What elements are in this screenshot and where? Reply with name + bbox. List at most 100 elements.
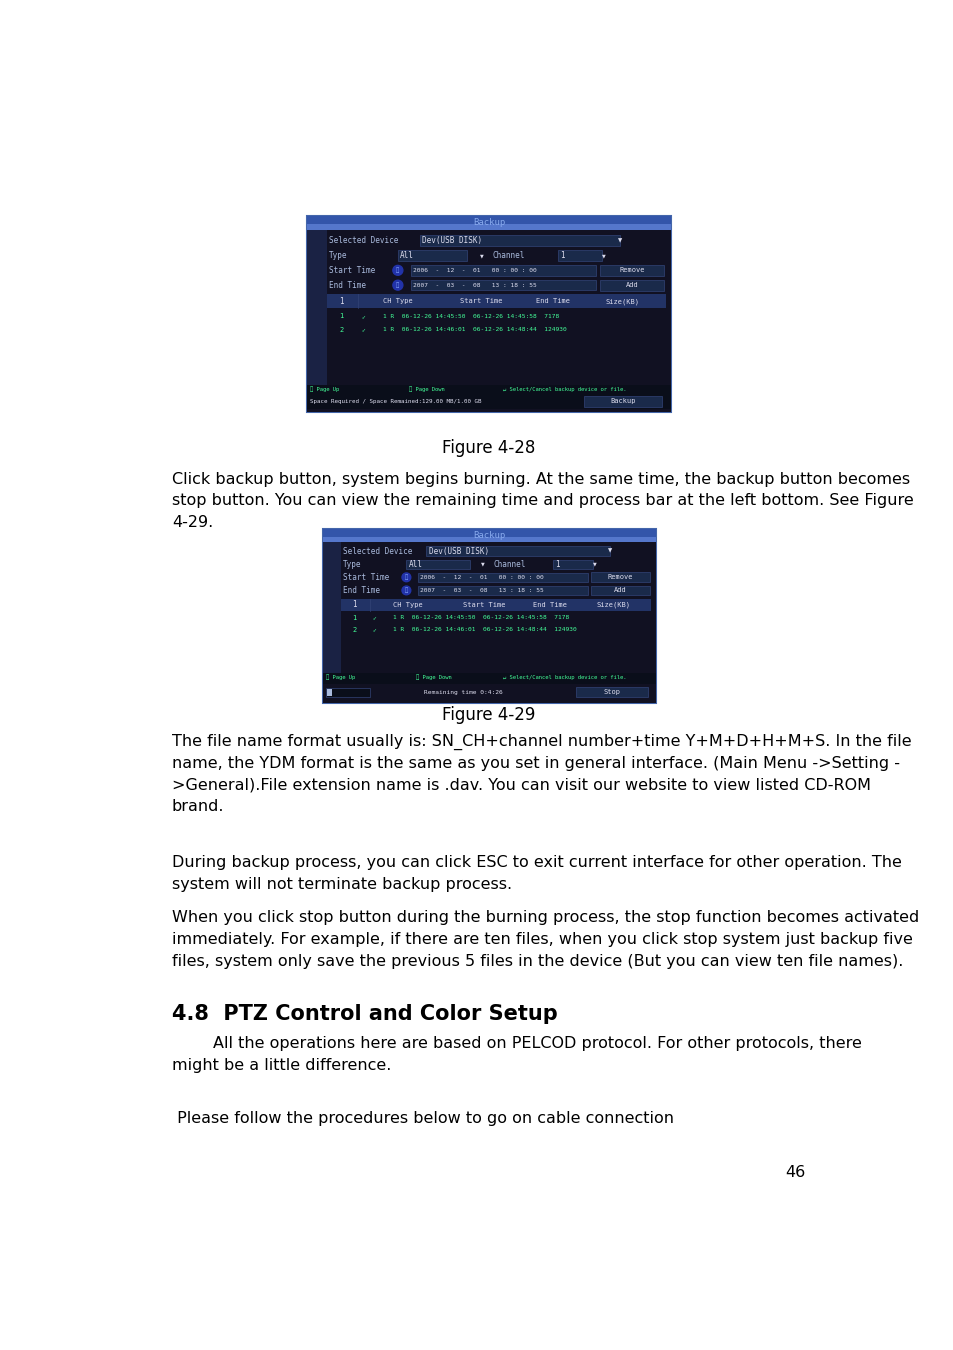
Text: CH Type: CH Type	[393, 602, 422, 608]
Bar	[406, 559, 469, 568]
Bar	[591, 572, 649, 582]
Bar	[307, 230, 670, 412]
Text: ⏮ Page Up: ⏮ Page Up	[326, 675, 355, 680]
Bar	[341, 598, 651, 612]
Bar	[307, 224, 670, 230]
Text: ↵ Select/Cancel backup device or file.: ↵ Select/Cancel backup device or file.	[502, 675, 626, 680]
Text: Figure 4-29: Figure 4-29	[442, 706, 535, 725]
Bar	[397, 250, 467, 261]
Text: ✓: ✓	[361, 327, 365, 332]
Text: 1 R  06-12-26 14:46:01  06-12-26 14:48:44  124930: 1 R 06-12-26 14:46:01 06-12-26 14:48:44 …	[383, 327, 566, 332]
Bar	[327, 294, 665, 309]
Text: Type: Type	[329, 251, 347, 261]
Text: Selected Device: Selected Device	[329, 236, 397, 246]
Text: 1 R  06-12-26 14:46:01  06-12-26 14:48:44  124930: 1 R 06-12-26 14:46:01 06-12-26 14:48:44 …	[393, 628, 577, 632]
Text: Channel: Channel	[493, 560, 525, 568]
Text: End Time: End Time	[536, 298, 570, 305]
Bar	[323, 541, 341, 682]
Text: ✓: ✓	[361, 313, 365, 319]
Bar	[323, 529, 656, 541]
Text: ▼: ▼	[607, 548, 611, 554]
Text: All the operations here are based on PELCOD protocol. For other protocols, there: All the operations here are based on PEL…	[172, 1035, 861, 1072]
Text: 4.8  PTZ Control and Color Setup: 4.8 PTZ Control and Color Setup	[172, 1003, 558, 1023]
Bar	[591, 586, 649, 595]
Bar	[307, 216, 670, 219]
Bar	[323, 529, 656, 532]
Text: ▼: ▼	[479, 252, 483, 258]
Text: Remaining time 0:4:26: Remaining time 0:4:26	[423, 690, 502, 695]
Bar	[307, 230, 327, 389]
Text: Backup: Backup	[473, 531, 505, 540]
Circle shape	[401, 586, 411, 595]
Text: ⏮ Page Up: ⏮ Page Up	[310, 387, 339, 393]
Text: CH Type: CH Type	[383, 298, 413, 305]
Text: 1: 1	[559, 251, 564, 261]
Bar	[327, 688, 332, 695]
Circle shape	[393, 266, 402, 275]
Text: ⏭ Page Down: ⏭ Page Down	[409, 387, 444, 393]
Text: Selected Device: Selected Device	[343, 547, 412, 556]
Text: 1: 1	[339, 313, 343, 319]
Text: Please follow the procedures below to go on cable connection: Please follow the procedures below to go…	[172, 1111, 673, 1126]
Text: ▼: ▼	[601, 252, 605, 258]
Bar	[410, 265, 596, 275]
Circle shape	[401, 572, 411, 582]
Text: All: All	[408, 560, 422, 568]
Text: 46: 46	[785, 1165, 805, 1180]
Bar	[307, 216, 670, 412]
Text: When you click stop button during the burning process, the stop function becomes: When you click stop button during the bu…	[172, 910, 919, 969]
Text: Stop: Stop	[603, 688, 620, 695]
Text: The file name format usually is: SN_CH+channel number+time Y+M+D+H+M+S. In the f: The file name format usually is: SN_CH+c…	[172, 733, 911, 814]
Text: 2007  -  03  -  08   13 : 18 : 55: 2007 - 03 - 08 13 : 18 : 55	[420, 587, 543, 593]
Text: ✓: ✓	[373, 616, 376, 621]
Bar	[307, 216, 670, 230]
Bar	[307, 397, 670, 409]
Bar	[323, 529, 656, 702]
Bar	[307, 385, 670, 397]
Text: ⏰: ⏰	[404, 575, 408, 580]
Text: Remove: Remove	[618, 267, 644, 273]
Text: Click backup button, system begins burning. At the same time, the backup button : Click backup button, system begins burni…	[172, 471, 913, 529]
Bar	[553, 559, 593, 568]
Bar	[417, 586, 587, 595]
Text: Start Time: Start Time	[343, 572, 389, 582]
Bar	[583, 396, 661, 406]
Text: ▼: ▼	[480, 562, 484, 567]
Text: Backup: Backup	[473, 219, 504, 227]
Bar	[323, 674, 656, 684]
Bar	[326, 688, 370, 697]
Text: 2007  -  03  -  08   13 : 18 : 55: 2007 - 03 - 08 13 : 18 : 55	[413, 282, 537, 288]
Text: ▼: ▼	[618, 238, 621, 243]
Bar	[576, 687, 647, 697]
Text: End Time: End Time	[329, 281, 365, 290]
Text: End Time: End Time	[533, 602, 566, 608]
Text: ⏭ Page Down: ⏭ Page Down	[416, 675, 452, 680]
Text: Start Time: Start Time	[329, 266, 375, 275]
Text: ↵ Select/Cancel backup device or file.: ↵ Select/Cancel backup device or file.	[503, 387, 626, 392]
Text: Dev(USB DISK): Dev(USB DISK)	[428, 547, 488, 556]
Text: Add: Add	[614, 587, 626, 594]
Bar	[599, 279, 663, 290]
Text: 2: 2	[353, 626, 356, 633]
Text: Space Required / Space Remained:129.00 MB/1.00 GB: Space Required / Space Remained:129.00 M…	[310, 400, 481, 404]
Text: ✓: ✓	[373, 628, 376, 632]
Text: Remove: Remove	[607, 574, 633, 580]
Bar	[599, 265, 663, 275]
Text: 1: 1	[352, 601, 356, 609]
Bar	[426, 547, 609, 556]
Text: During backup process, you can click ESC to exit current interface for other ope: During backup process, you can click ESC…	[172, 855, 901, 891]
Bar	[417, 572, 587, 582]
Text: 2: 2	[339, 327, 343, 332]
Text: Add: Add	[625, 282, 638, 288]
Text: Type: Type	[343, 560, 361, 568]
Circle shape	[393, 281, 402, 290]
Text: ⏰: ⏰	[404, 587, 408, 593]
Text: ▼: ▼	[592, 562, 596, 567]
Text: Start Time: Start Time	[459, 298, 502, 305]
Text: 2006  -  12  -  01   00 : 00 : 00: 2006 - 12 - 01 00 : 00 : 00	[413, 267, 537, 273]
Text: ⏰: ⏰	[395, 282, 399, 288]
Bar	[323, 541, 656, 702]
Text: Channel: Channel	[492, 251, 524, 261]
Text: All: All	[399, 251, 414, 261]
Text: 1 R  06-12-26 14:45:50  06-12-26 14:45:58  7178: 1 R 06-12-26 14:45:50 06-12-26 14:45:58 …	[393, 616, 569, 621]
